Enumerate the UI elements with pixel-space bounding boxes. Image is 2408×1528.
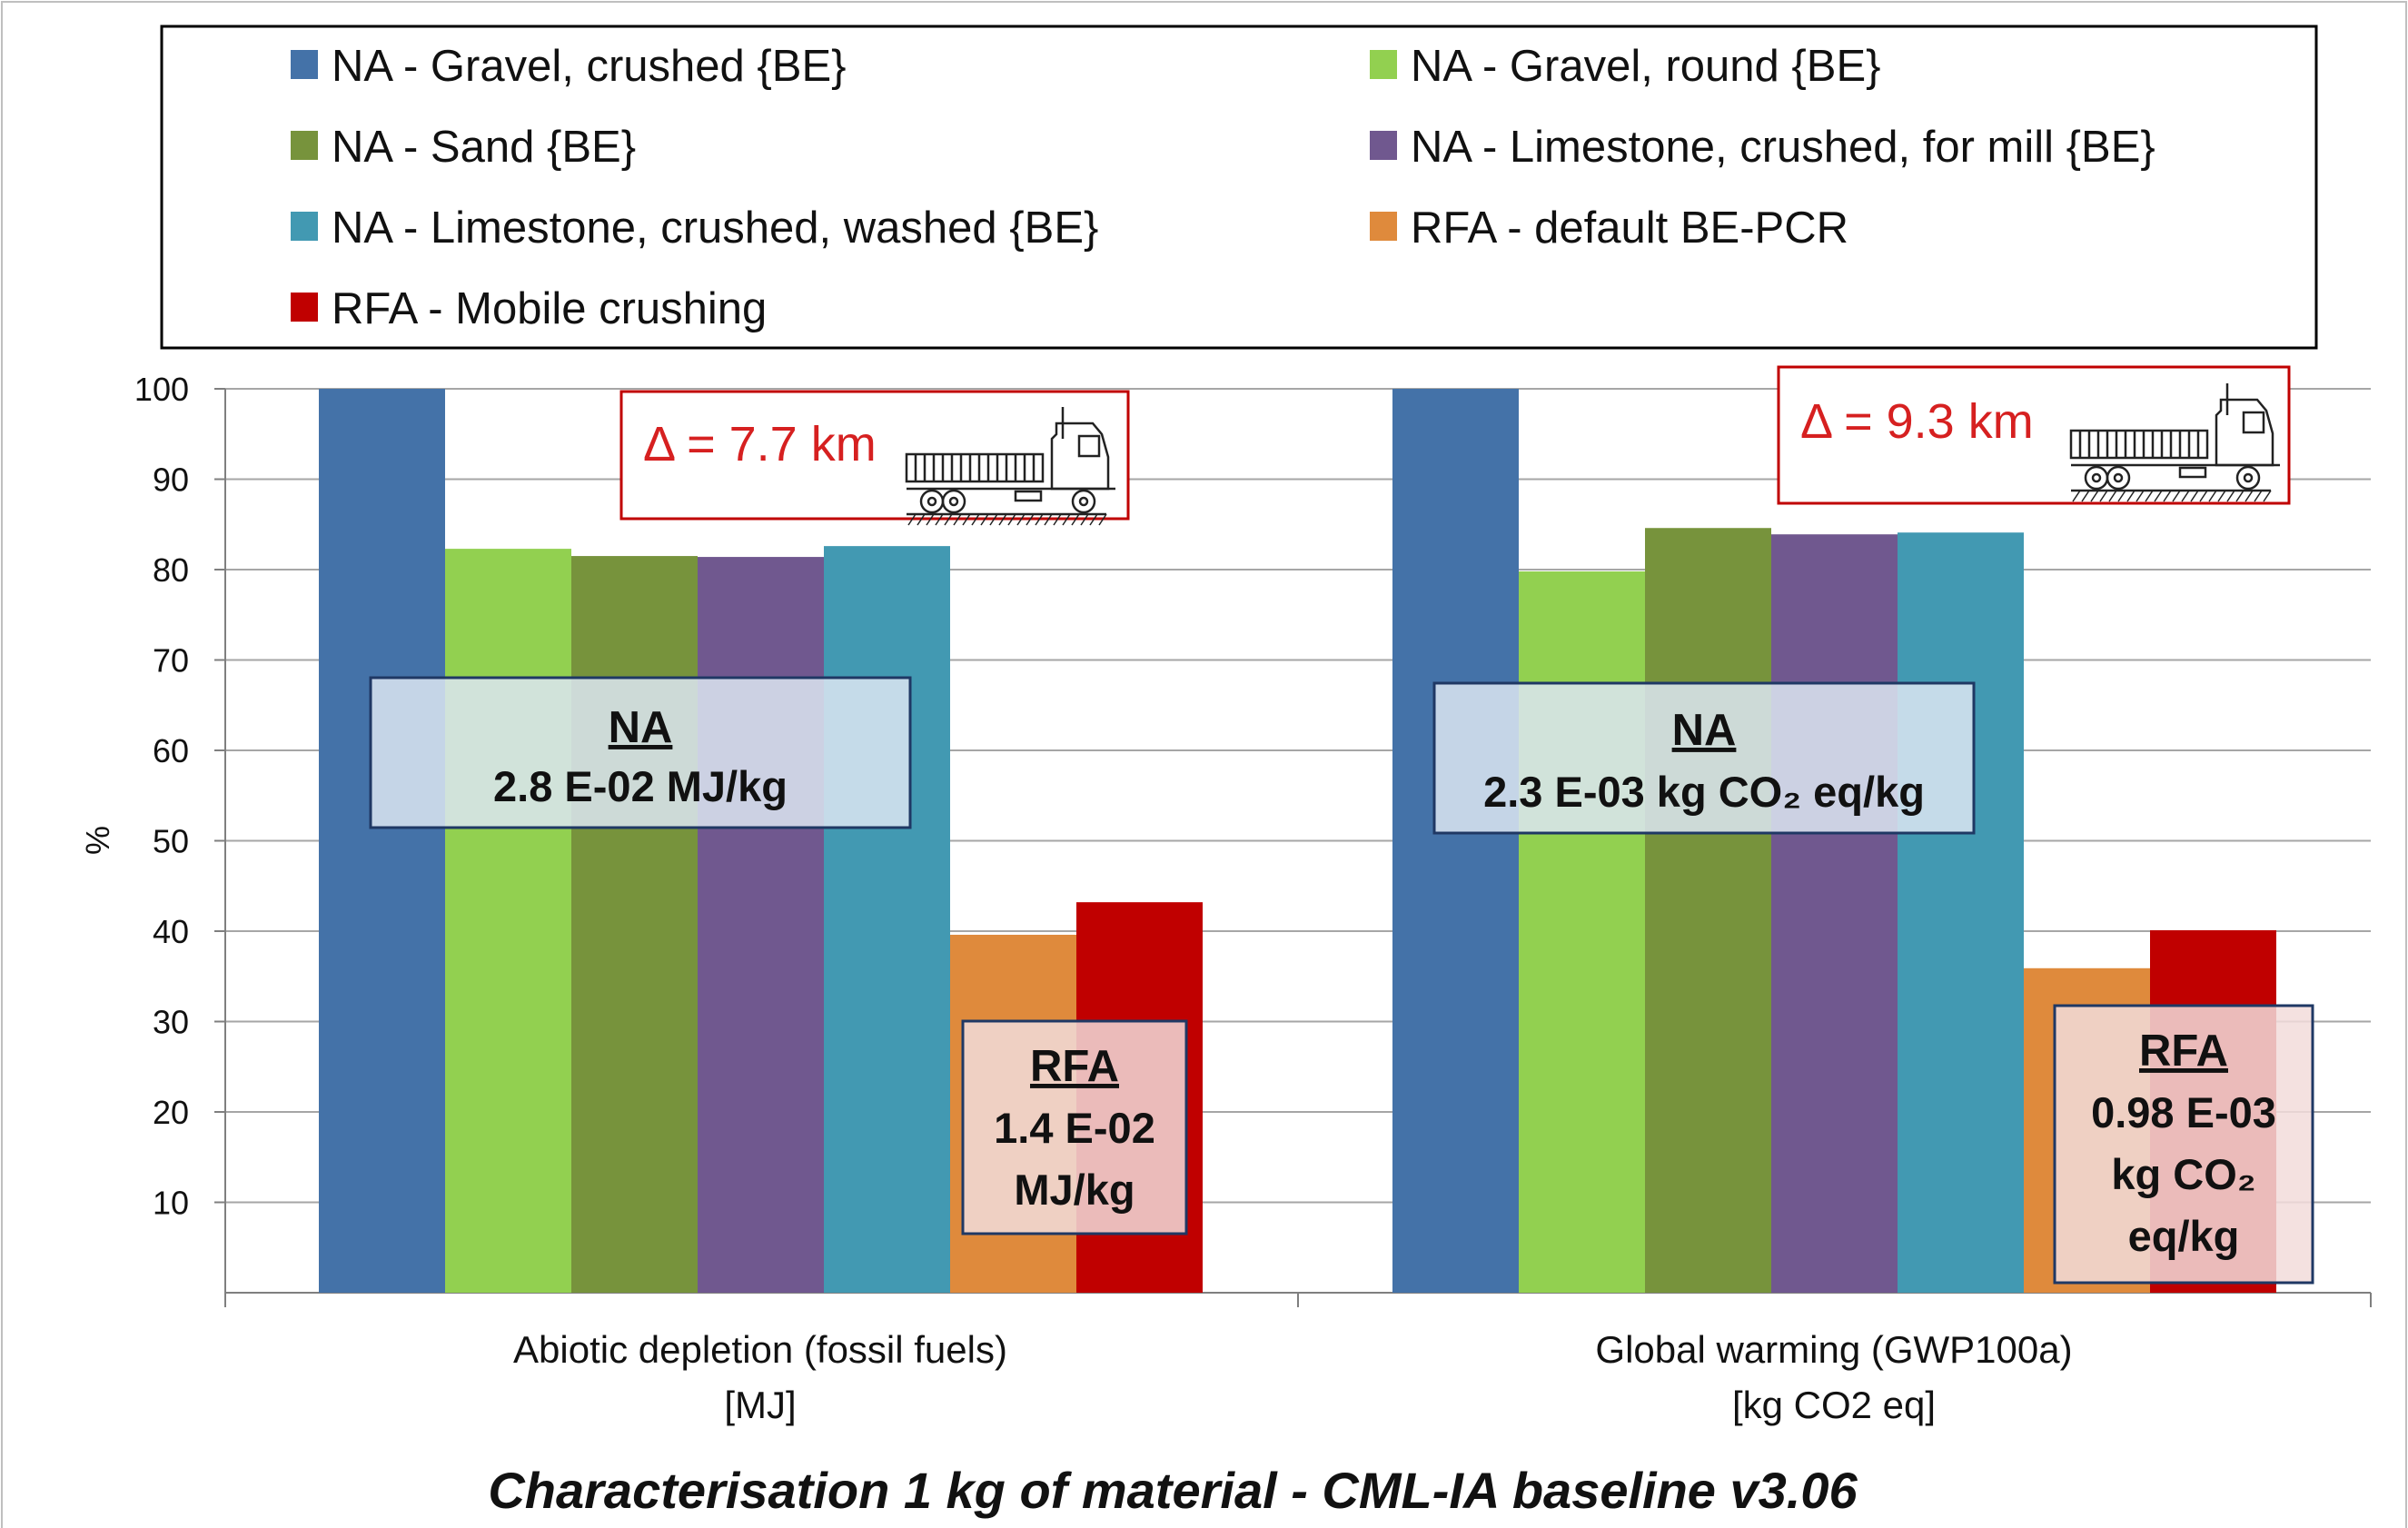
annotation-title: NA [1672,706,1737,755]
legend-swatch [291,50,318,79]
annotation-delta-warming: Δ = 9.3 km [1777,365,2291,505]
y-tick-label: 30 [153,1004,189,1041]
y-tick-label: 100 [134,371,189,408]
bar [1392,389,1519,1293]
annotation-line: MJ/kg [1014,1166,1135,1214]
legend-swatch [291,293,318,322]
bar [1519,571,1645,1293]
annotation-na-abiotic: NA 2.8 E-02 MJ/kg [369,676,912,829]
bar [1645,528,1771,1293]
x-category-unit: [MJ] [724,1384,796,1426]
bar [698,557,824,1293]
legend-label: RFA - Mobile crushing [332,284,767,333]
truck-icon [905,407,1115,526]
y-tick-label: 90 [153,461,189,499]
legend-frame [160,25,2318,350]
legend: NA - Gravel, crushed {BE} NA - Gravel, ro… [160,25,2318,350]
delta-distance: Δ = 7.7 km [643,417,877,471]
x-category-labels: Abiotic depletion (fossil fuels) [MJ] Glob… [513,1328,2073,1426]
legend-label: RFA - default BE-PCR [1411,203,1848,253]
annotation-line: 1.4 E-02 [994,1104,1155,1152]
y-tick-label: 40 [153,913,189,950]
annotation-na-warming: NA 2.3 E-03 kg CO₂ eq/kg [1432,681,1976,835]
legend-swatch [1370,50,1397,79]
annotation-box [1432,681,1976,835]
bar [824,546,950,1293]
bar [1771,534,1898,1293]
annotation-line: kg CO₂ [2111,1150,2255,1198]
chart-title: Characterisation 1 kg of material - CML-… [488,1462,1858,1519]
annotation-box [2053,1004,2314,1285]
y-tick-label: 60 [153,732,189,769]
annotation-title: NA [609,703,673,752]
annotation-box [961,1019,1188,1235]
x-category-label: Abiotic depletion (fossil fuels) [513,1328,1007,1371]
annotation-delta-abiotic: Δ = 7.7 km [619,390,1130,526]
bar [571,556,698,1293]
legend-swatch [291,131,318,160]
annotation-title: RFA [1030,1042,1119,1091]
annotation-box [369,676,912,829]
annotation-box [1777,365,2291,505]
y-tick-label: 10 [153,1185,189,1222]
y-tick-label: 20 [153,1094,189,1131]
bar [445,549,571,1293]
annotation-title: RFA [2139,1027,2228,1076]
delta-distance: Δ = 9.3 km [1800,394,2034,449]
legend-label: NA - Limestone, crushed, for mill {BE} [1411,123,2155,172]
legend-label: NA - Gravel, crushed {BE} [332,42,847,91]
y-axis-label: % [79,826,116,855]
y-tick-label: 50 [153,823,189,860]
truck-icon [2069,383,2280,502]
annotation-line: 2.3 E-03 kg CO₂ eq/kg [1483,768,1925,816]
bar [1898,532,2024,1293]
x-category-label: Global warming (GWP100a) [1595,1328,2072,1371]
bar [319,389,445,1293]
y-tick-label: 70 [153,642,189,680]
legend-items: NA - Gravel, crushed {BE} NA - Gravel, ro… [291,42,2155,333]
legend-label: NA - Gravel, round {BE} [1411,42,1881,91]
legend-swatch [1370,131,1397,160]
legend-label: NA - Limestone, crushed, washed {BE} [332,203,1098,253]
annotation-line: 0.98 E-03 [2091,1088,2276,1136]
annotation-line: 2.8 E-02 MJ/kg [493,762,788,810]
legend-label: NA - Sand {BE} [332,123,636,172]
legend-swatch [291,212,318,241]
y-tick-labels: 10 20 30 40 50 60 70 80 90 100 [134,371,189,1222]
annotation-rfa-warming: RFA 0.98 E-03 kg CO₂ eq/kg [2053,1004,2314,1285]
legend-swatch [1370,212,1397,241]
annotation-line: eq/kg [2128,1212,2240,1260]
x-category-unit: [kg CO2 eq] [1732,1384,1936,1426]
y-tick-label: 80 [153,551,189,589]
annotation-rfa-abiotic: RFA 1.4 E-02 MJ/kg [961,1019,1188,1235]
